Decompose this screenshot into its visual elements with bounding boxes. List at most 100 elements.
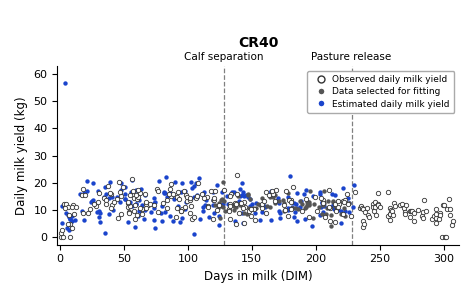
Point bbox=[217, 203, 225, 207]
Point bbox=[370, 205, 377, 210]
Point bbox=[106, 179, 114, 184]
Point bbox=[213, 182, 221, 187]
Point bbox=[105, 195, 113, 200]
Point bbox=[228, 190, 236, 195]
Point bbox=[444, 207, 451, 211]
Point bbox=[58, 203, 65, 208]
Point bbox=[391, 204, 398, 209]
Point bbox=[359, 219, 367, 224]
Point bbox=[344, 196, 352, 201]
Point bbox=[174, 190, 182, 195]
Point bbox=[121, 184, 129, 189]
Point bbox=[317, 204, 325, 209]
Point bbox=[323, 211, 330, 216]
Point bbox=[327, 218, 334, 223]
Point bbox=[375, 203, 383, 207]
Point bbox=[258, 201, 265, 206]
Point bbox=[216, 203, 223, 207]
Point bbox=[285, 198, 292, 202]
Point bbox=[61, 80, 69, 85]
Point bbox=[58, 220, 65, 225]
Point bbox=[209, 217, 216, 221]
Point bbox=[389, 212, 397, 217]
Point bbox=[245, 195, 252, 200]
Point bbox=[240, 194, 248, 198]
Point bbox=[386, 217, 394, 222]
Point bbox=[446, 207, 454, 212]
Point bbox=[430, 213, 438, 218]
Point bbox=[104, 183, 111, 188]
Point bbox=[166, 187, 174, 191]
Point bbox=[284, 194, 292, 199]
Point bbox=[230, 190, 237, 194]
Point bbox=[319, 210, 327, 215]
Point bbox=[215, 203, 223, 207]
Point bbox=[208, 189, 215, 194]
Point bbox=[298, 208, 305, 213]
Point bbox=[402, 202, 410, 207]
Point bbox=[231, 202, 239, 207]
Point bbox=[408, 208, 416, 213]
Point bbox=[199, 192, 207, 196]
Point bbox=[59, 228, 66, 232]
Point bbox=[267, 188, 275, 193]
Point bbox=[232, 201, 239, 205]
Point bbox=[84, 211, 91, 215]
Point bbox=[216, 222, 223, 227]
Point bbox=[236, 193, 244, 198]
Point bbox=[289, 185, 296, 190]
Point bbox=[436, 212, 444, 217]
Point bbox=[95, 215, 103, 219]
Point bbox=[362, 209, 369, 214]
Point bbox=[250, 207, 258, 212]
Point bbox=[346, 200, 353, 205]
Point bbox=[440, 203, 448, 208]
Point bbox=[400, 205, 408, 210]
Point bbox=[282, 189, 290, 193]
Point bbox=[142, 200, 149, 205]
Point bbox=[302, 197, 310, 202]
Point bbox=[58, 231, 65, 235]
Point bbox=[445, 196, 453, 201]
Point bbox=[162, 209, 169, 214]
Point bbox=[87, 207, 94, 211]
Point bbox=[364, 213, 372, 218]
Point bbox=[231, 204, 238, 208]
Point bbox=[210, 188, 217, 193]
Point bbox=[73, 204, 80, 209]
Point bbox=[200, 205, 207, 209]
Point bbox=[150, 203, 157, 208]
Point bbox=[172, 215, 179, 220]
Point bbox=[293, 191, 301, 196]
Point bbox=[266, 193, 273, 197]
Point bbox=[309, 194, 317, 198]
Point bbox=[101, 231, 109, 236]
Point bbox=[107, 206, 115, 210]
Point bbox=[274, 195, 282, 200]
Point bbox=[237, 200, 245, 205]
Point bbox=[221, 208, 229, 213]
Point bbox=[132, 203, 139, 207]
Point bbox=[121, 196, 129, 201]
Point bbox=[386, 212, 394, 217]
Point bbox=[292, 201, 300, 206]
Point bbox=[340, 206, 347, 210]
Point bbox=[205, 215, 213, 219]
Point bbox=[240, 200, 248, 204]
Point bbox=[219, 202, 227, 207]
Point bbox=[132, 193, 140, 197]
Point bbox=[180, 189, 188, 193]
Point bbox=[121, 197, 128, 202]
Point bbox=[219, 205, 227, 209]
Point bbox=[260, 198, 268, 203]
Point bbox=[176, 219, 183, 224]
Point bbox=[241, 205, 248, 210]
Point bbox=[191, 195, 198, 199]
Point bbox=[346, 200, 353, 205]
Point bbox=[183, 199, 191, 204]
Point bbox=[132, 201, 139, 206]
Point bbox=[284, 206, 292, 211]
Point bbox=[118, 194, 125, 199]
Point bbox=[218, 196, 226, 201]
Point bbox=[130, 208, 138, 213]
